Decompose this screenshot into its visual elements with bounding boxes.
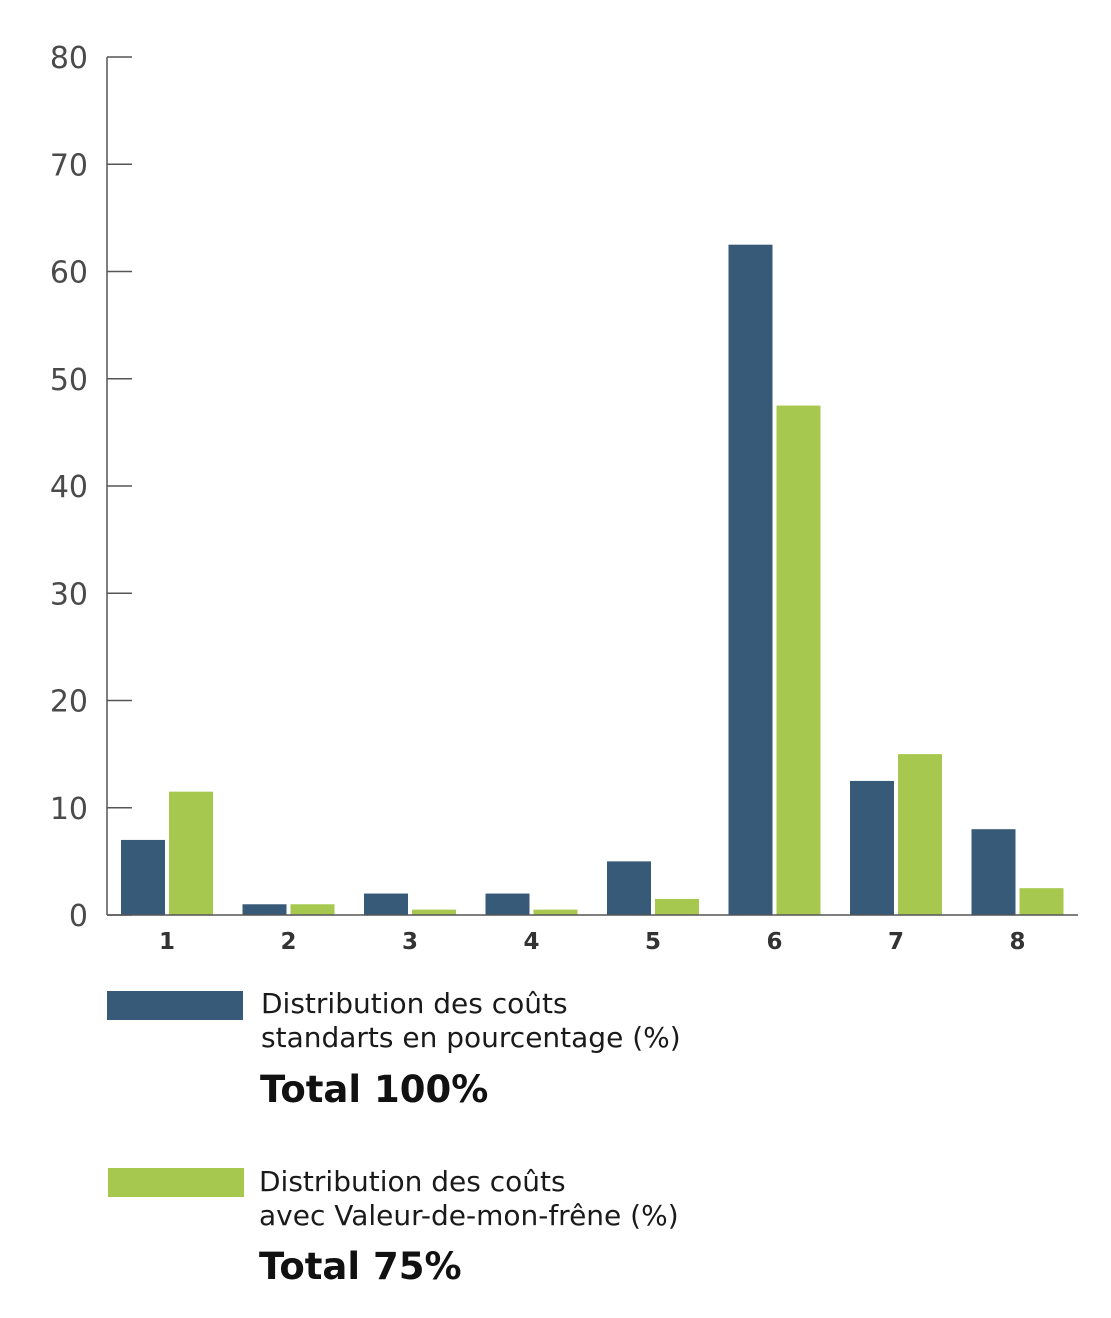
bars-group [121,244,1064,915]
x-tick-label: 6 [766,929,782,955]
legend-swatch-ash [108,1168,244,1197]
bar-ash-1 [169,791,213,915]
legend-total-standard: Total 100% [260,1068,489,1111]
bar-standard-3 [364,893,408,915]
y-tick-label: 20 [50,685,88,720]
bar-standard-2 [242,904,287,915]
bar-chart: 0 10 20 30 40 50 60 70 80 1 2 3 4 5 6 7 8 [50,41,1078,955]
bar-ash-7 [898,754,942,915]
x-tick-label: 1 [159,929,175,955]
bar-ash-2 [290,904,335,915]
x-tick-label: 2 [280,929,296,955]
y-tick-label: 70 [50,148,88,183]
y-tick-label: 50 [50,363,88,398]
x-tick-label: 3 [402,929,418,955]
legend-label-ash: Distribution des coûts avec Valeur-de-mo… [259,1165,679,1233]
legend-label-standard: Distribution des coûts standarts en pour… [261,987,681,1055]
bar-ash-8 [1019,888,1064,915]
y-axis-ticks: 0 10 20 30 40 50 60 70 80 [50,41,132,934]
bar-standard-6 [728,244,773,915]
bar-standard-1 [121,839,165,915]
y-tick-label: 80 [50,41,88,76]
legend-label-standard-line1: Distribution des coûts [261,987,568,1020]
y-tick-label: 10 [50,792,88,827]
y-tick-label: 60 [50,256,88,291]
bar-standard-5 [607,861,651,915]
bar-standard-4 [485,893,530,915]
x-axis-labels: 1 2 3 4 5 6 7 8 [159,929,1026,955]
bar-ash-6 [776,405,821,915]
x-tick-label: 7 [888,929,904,955]
x-tick-label: 4 [523,929,539,955]
legend-swatch-standard [107,991,243,1020]
bar-ash-3 [412,909,456,915]
y-tick-label: 40 [50,470,88,505]
bar-standard-7 [850,780,894,915]
legend-total-ash: Total 75% [259,1245,462,1288]
x-tick-label: 8 [1009,929,1025,955]
y-tick-label: 30 [50,577,88,612]
bar-ash-5 [655,898,699,915]
legend-label-ash-line1: Distribution des coûts [259,1165,566,1198]
bar-ash-4 [533,909,578,915]
y-tick-label: 0 [69,899,88,934]
x-tick-label: 5 [645,929,661,955]
legend-label-standard-line2: standarts en pourcentage (%) [261,1021,681,1054]
legend-label-ash-line2: avec Valeur-de-mon-frêne (%) [259,1199,679,1232]
bar-standard-8 [971,829,1016,915]
